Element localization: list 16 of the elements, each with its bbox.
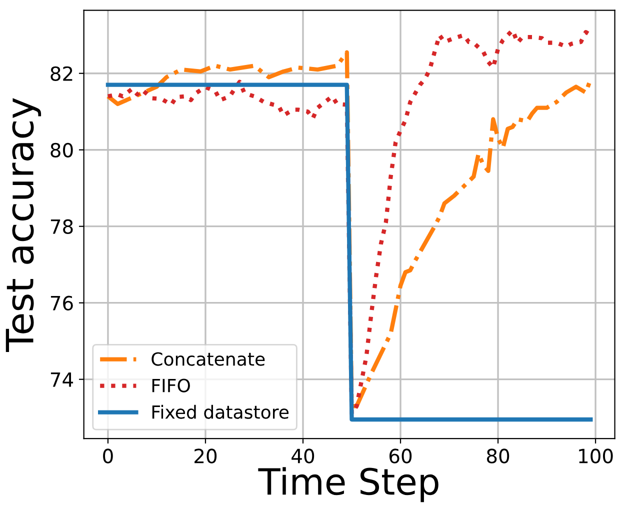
- x-tick-label: 40: [292, 448, 314, 464]
- x-tick-label: 80: [486, 448, 510, 464]
- y-tick-label: 78: [50, 219, 73, 234]
- legend-label: FIFO: [152, 378, 190, 392]
- x-tick-label: 20: [194, 448, 217, 464]
- x-tick-label: 100: [579, 448, 613, 464]
- y-axis-title: Test accuracy: [6, 98, 42, 352]
- x-axis-title: Time Step: [258, 467, 438, 502]
- y-tick-label: 80: [50, 142, 73, 158]
- legend-label: Fixed datastore: [152, 404, 289, 419]
- x-tick-label: 0: [103, 448, 113, 464]
- legend-label: Concatenate: [152, 352, 265, 366]
- y-tick-label: 74: [50, 372, 74, 387]
- y-tick-label: 76: [50, 296, 73, 311]
- y-tick-label: 82: [50, 66, 72, 82]
- x-tick-label: 60: [389, 448, 412, 464]
